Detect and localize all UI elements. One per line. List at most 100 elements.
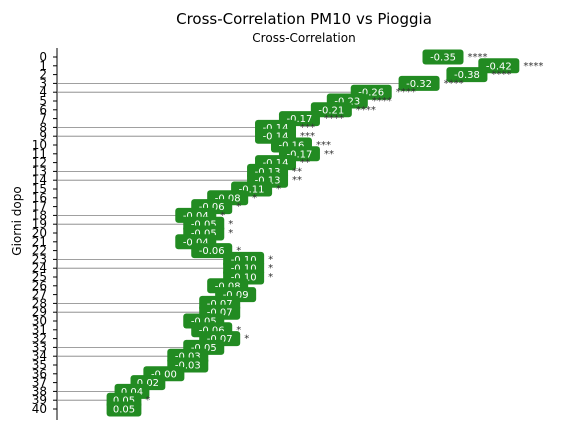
y-tick-label: 36 [32,367,47,381]
y-tick-label: 28 [32,296,47,310]
data-label: -0.10 [231,273,257,284]
significance-stars: * [228,219,233,230]
y-tick-label: 18 [32,208,47,222]
y-tick-label: 11 [32,147,47,161]
data-label: -0.23 [334,97,360,108]
data-label: -0.06 [199,202,225,213]
data-label-box [310,102,352,118]
data-label-box [478,58,520,74]
data-label: -0.07 [207,308,233,319]
data-label: -0.35 [430,53,456,64]
y-axis-label: Giorni dopo [10,186,24,255]
significance-stars: *** [300,122,315,133]
data-label: -0.05 [191,229,217,240]
y-tick-label: 19 [32,217,47,231]
significance-stars: * [268,263,273,274]
significance-stars: **** [491,70,511,81]
data-label-box [446,67,488,83]
y-tick-label: 27 [32,288,47,302]
data-point: -0.38 **** [446,67,511,83]
y-tick-label: 8 [39,120,47,134]
data-point: -0.32 **** [398,75,464,91]
significance-stars: **** [444,78,464,89]
chart-subtitle: Cross-Correlation [252,31,355,45]
data-label: -0.05 [191,343,217,354]
data-label: -0.07 [207,334,233,345]
y-tick-label: 1 [39,59,47,73]
data-label: -0.10 [231,255,257,266]
data-label: -0.13 [255,167,281,178]
y-tick-label: 39 [32,393,47,407]
y-tick-label: 17 [32,200,47,214]
y-tick-label: 12 [32,156,47,170]
significance-stars: ** [292,166,302,177]
data-point: -0.21 **** [310,102,376,118]
y-tick-label: 5 [39,94,47,108]
y-tick-label: 7 [39,112,47,126]
data-label: 0.05 [113,405,135,416]
y-ticks: 0123456789101112131415161718192021222324… [32,50,57,416]
significance-stars: *** [300,131,315,142]
data-label: -0.26 [358,88,384,99]
data-label: -0.21 [318,105,344,116]
data-label: -0.04 [183,237,209,248]
y-tick-label: 9 [39,129,47,143]
data-label: -0.17 [287,149,313,160]
data-label: -0.07 [207,299,233,310]
y-tick-label: 40 [32,402,47,416]
y-tick-label: 16 [32,191,47,205]
data-label: -0.32 [406,79,432,90]
data-label: 0.04 [121,387,143,398]
y-tick-label: 13 [32,164,47,178]
data-label: -0.38 [454,70,480,81]
y-tick-label: 38 [32,384,47,398]
y-tick-label: 24 [32,261,47,275]
significance-stars: **** [372,96,392,107]
data-label: -0.14 [263,123,289,134]
data-label: -0.10 [231,264,257,275]
data-label-box [398,75,440,91]
y-tick-label: 4 [39,85,47,99]
significance-stars: * [268,254,273,265]
data-label: -0.09 [223,290,249,301]
y-tick-label: 33 [32,340,47,354]
significance-stars: * [220,210,225,221]
significance-stars: * [236,246,241,257]
y-tick-label: 6 [39,103,47,117]
data-label: -0.03 [175,361,201,372]
y-tick-label: 21 [32,235,47,249]
data-label-box [191,243,233,259]
significance-stars: *** [316,140,331,151]
data-label: -0.00 [151,369,177,380]
data-label: -0.04 [183,211,209,222]
y-tick-label: 26 [32,279,47,293]
data-label-box [106,401,142,417]
y-tick-label: 32 [32,332,47,346]
data-point: 0.05 [106,401,142,417]
significance-stars: ** [292,175,302,186]
data-label: 0.02 [137,378,159,389]
significance-stars: * [228,228,233,239]
significance-stars: **** [356,105,376,116]
reference-lines [57,83,420,401]
y-tick-label: 30 [32,314,47,328]
data-labels: -0.35 ****-0.42 ****-0.38 ****-0.32 ****-0.2… [106,49,543,417]
data-label: -0.05 [191,317,217,328]
data-label: -0.16 [279,141,305,152]
significance-stars: * [236,202,241,213]
y-tick-label: 37 [32,376,47,390]
significance-stars: * [276,184,281,195]
y-tick-label: 20 [32,226,47,240]
y-tick-label: 14 [32,173,47,187]
significance-stars: **** [523,61,543,72]
data-label: -0.08 [215,193,241,204]
data-label: -0.03 [175,352,201,363]
y-tick-label: 2 [39,68,47,82]
y-tick-label: 31 [32,323,47,337]
significance-stars: * [252,193,257,204]
significance-stars: * [145,395,150,406]
significance-stars: * [268,272,273,283]
significance-stars: * [244,334,249,345]
data-label: -0.14 [263,158,289,169]
